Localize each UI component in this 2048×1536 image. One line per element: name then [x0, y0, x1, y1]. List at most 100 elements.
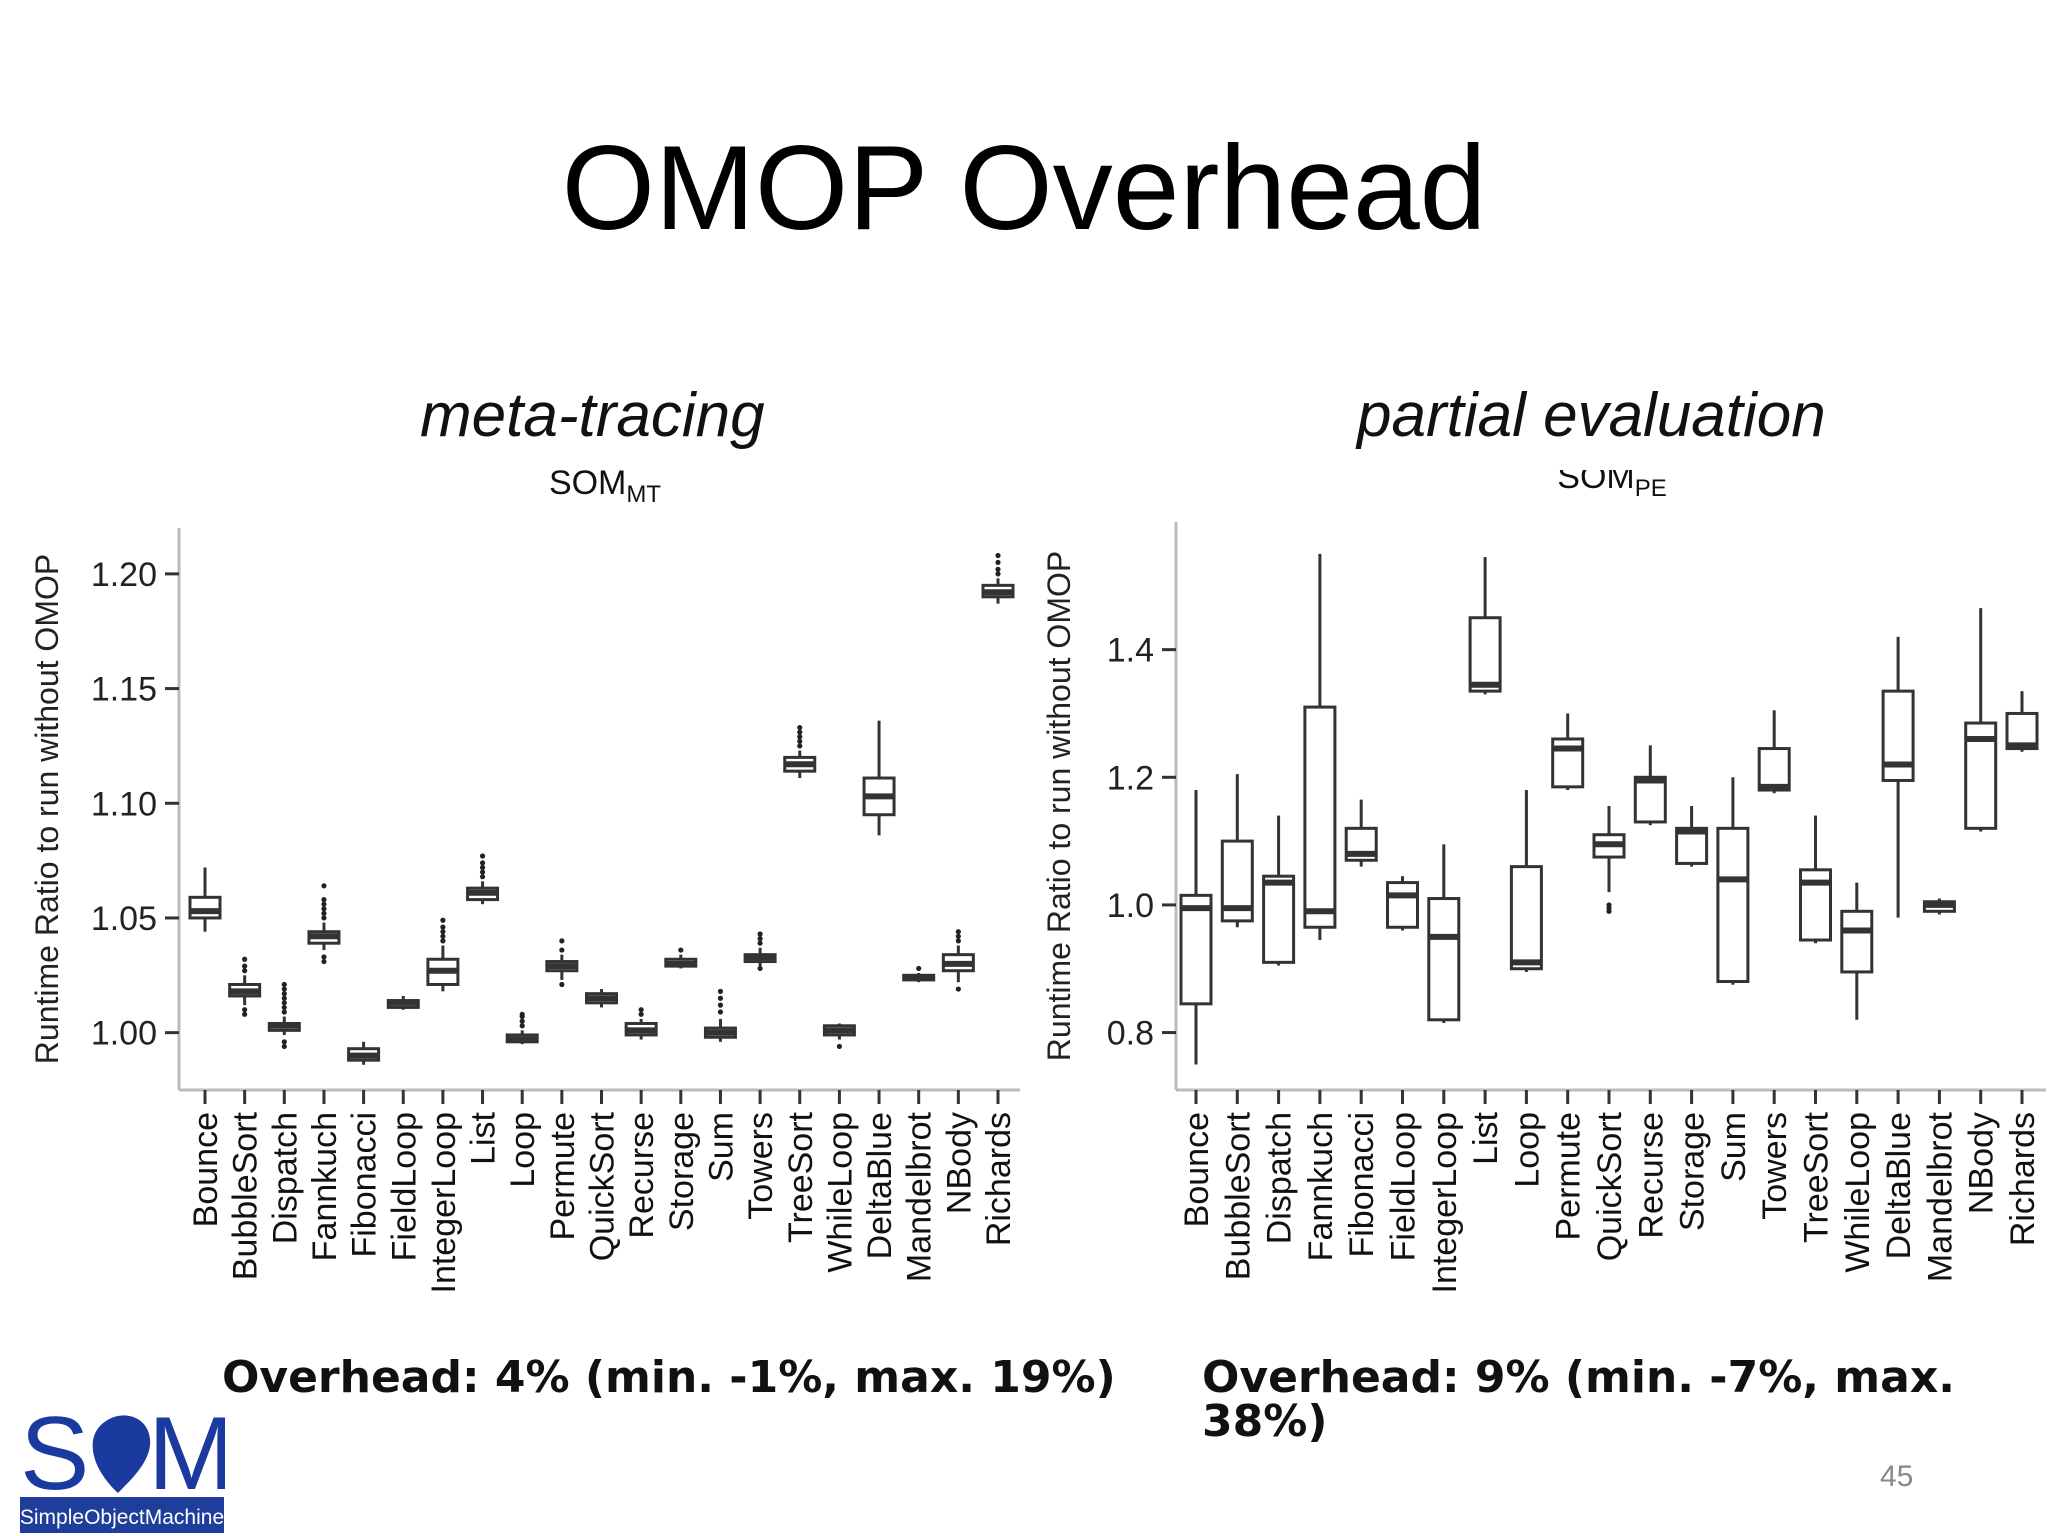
x-tick-label: Bounce — [187, 1112, 225, 1227]
outlier-point — [519, 1011, 525, 1017]
box-deltablue — [862, 720, 896, 836]
outlier-point — [479, 874, 486, 880]
outlier-point — [281, 991, 287, 997]
meta-tracing-boxplot: 1.00 1.05 1.10 1.15 1.20 Runtime Ratio to run… — [29, 470, 1020, 1294]
logo-s-letter: S — [20, 1396, 89, 1512]
box-sum — [1716, 777, 1750, 985]
x-tick-label: DeltaBlue — [1880, 1112, 1918, 1259]
box-sum — [703, 988, 737, 1042]
box-bounce — [1179, 790, 1213, 1065]
box-fibonacci — [347, 1041, 381, 1065]
outlier-point — [242, 956, 248, 962]
x-tick-label: Dispatch — [266, 1112, 304, 1244]
x-tick-label: NBody — [940, 1112, 978, 1214]
box-integerloop — [426, 917, 460, 992]
outlier-point — [479, 853, 486, 859]
y-axis-label: Runtime Ratio to run without OMOP — [1041, 551, 1077, 1061]
box-fibonacci — [1344, 799, 1378, 867]
outlier-point — [757, 965, 763, 972]
iqr-box — [1840, 909, 1874, 974]
outlier-point — [281, 1000, 287, 1006]
outlier-point — [321, 954, 327, 960]
x-tick-label: Recurse — [623, 1112, 661, 1239]
iqr-box — [1633, 775, 1667, 824]
box-recurse — [624, 1007, 658, 1040]
left-overhead-note: Overhead: 4% (min. -1%, max. 19%) — [222, 1352, 1116, 1403]
outlier-point — [281, 1039, 287, 1045]
y-tick-label: 1.15 — [91, 671, 157, 709]
outlier-point — [559, 938, 565, 944]
som-logo: S M SimpleObjectMachine — [20, 1396, 225, 1533]
box-integerloop — [1427, 844, 1461, 1023]
outlier-point — [797, 724, 803, 731]
box-nbody — [941, 929, 975, 992]
x-tick-label: Storage — [1674, 1112, 1712, 1231]
x-tick-label: DeltaBlue — [861, 1112, 899, 1259]
x-tick-label: Permute — [1550, 1112, 1588, 1241]
outlier-point — [717, 1002, 724, 1008]
iqr-box — [1509, 865, 1543, 971]
y-tick-label: 1.0 — [1107, 887, 1154, 925]
logo-band — [20, 1497, 224, 1533]
outlier-point — [638, 1011, 644, 1017]
x-tick-label: FieldLoop — [1385, 1112, 1423, 1261]
outlier-point — [757, 940, 763, 946]
slide-title: OMOP Overhead — [561, 121, 1487, 255]
x-tick-label: Storage — [663, 1112, 701, 1231]
y-tick-label: 1.2 — [1107, 759, 1154, 797]
y-axis-label: Runtime Ratio to run without OMOP — [29, 554, 65, 1064]
x-tick-label: Loop — [1508, 1112, 1546, 1188]
outlier-point — [242, 1007, 248, 1013]
box-whileloop — [822, 1023, 856, 1050]
outlier-point — [836, 1043, 843, 1050]
iqr-box — [1179, 893, 1213, 1006]
outlier-point — [1606, 902, 1612, 908]
outlier-point — [321, 915, 327, 921]
x-tick-label: Mandelbrot — [1921, 1111, 1959, 1282]
chart-title-main: SOM — [549, 470, 626, 502]
x-tick-label: Sum — [1715, 1112, 1753, 1182]
outlier-point — [995, 552, 1001, 559]
outlier-point — [717, 1009, 724, 1015]
outlier-point — [281, 1004, 287, 1011]
outlier-point — [479, 864, 486, 871]
logo-drop-icon — [92, 1415, 151, 1493]
x-tick-label: BubbleSort — [227, 1111, 265, 1280]
outlier-point — [717, 988, 724, 994]
partial-evaluation-boxplot: 0.8 1.0 1.2 1.4 Runtime Ratio to run without… — [1041, 470, 2046, 1294]
logo-m-letter: M — [148, 1396, 225, 1512]
outlier-point — [440, 938, 446, 944]
iqr-box — [1262, 874, 1296, 964]
box-loop — [505, 1011, 539, 1045]
box-list — [466, 853, 500, 905]
page-number: 45 — [1880, 1460, 1914, 1493]
iqr-box — [188, 895, 222, 920]
outlier-point — [995, 566, 1001, 572]
outlier-point — [321, 897, 327, 903]
chart-title: SOMPE — [1557, 470, 1666, 502]
outlier-point — [678, 947, 684, 953]
outlier-point — [321, 906, 327, 912]
logo-text: SimpleObjectMachine — [20, 1506, 224, 1529]
right-subtitle: partial evaluation — [1357, 381, 1826, 450]
box-bubblesort — [1220, 774, 1254, 928]
x-tick-label: NBody — [1963, 1112, 2001, 1214]
outlier-point — [321, 910, 327, 916]
outlier-point — [479, 860, 486, 866]
box-fannkuch — [1303, 553, 1337, 941]
box-fieldloop — [386, 995, 420, 1010]
iqr-box — [1303, 705, 1337, 929]
box-bubblesort — [228, 956, 262, 1017]
outlier-point — [440, 917, 446, 923]
outlier-point — [242, 1011, 248, 1017]
x-tick-label: Towers — [1756, 1112, 1794, 1220]
box-fieldloop — [1386, 876, 1419, 931]
outlier-point — [638, 1007, 644, 1013]
x-tick-label: TreeSort — [1798, 1111, 1836, 1243]
box-dispatch — [267, 981, 301, 1050]
outlier-point — [281, 981, 287, 988]
box-towers — [1757, 710, 1791, 794]
x-tick-label: Permute — [544, 1112, 582, 1241]
x-tick-label: Fibonacci — [1343, 1112, 1381, 1258]
outlier-point — [321, 901, 327, 907]
